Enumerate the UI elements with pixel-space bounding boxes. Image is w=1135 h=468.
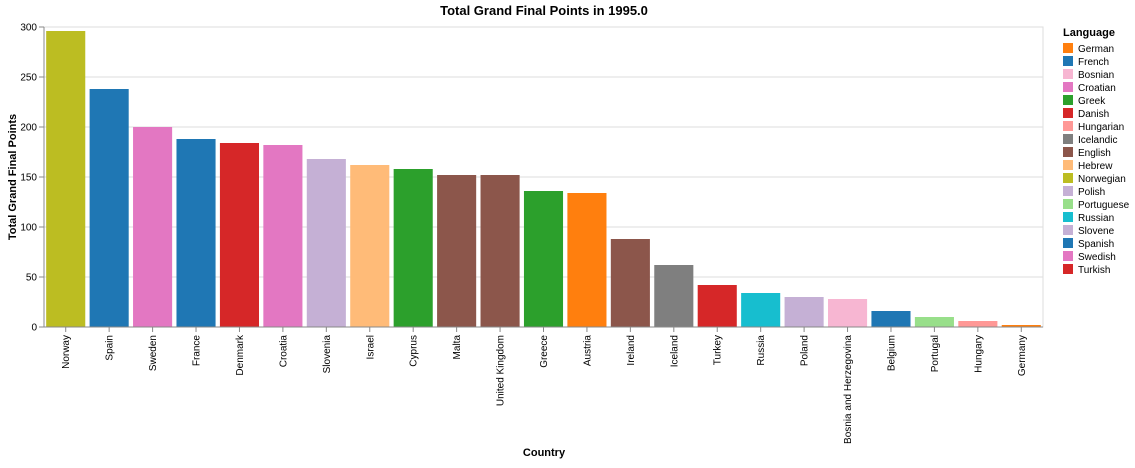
legend-label: Spanish (1078, 239, 1114, 250)
bar-sweden[interactable] (133, 127, 173, 327)
y-tick-label: 250 (20, 73, 37, 84)
legend-swatch (1063, 225, 1073, 235)
axes: 0 50 100 150 200 250 300 Norway Spain Sweden Franc… (20, 23, 1043, 444)
bar-austria[interactable] (567, 193, 607, 327)
x-tick-label: Israel (365, 335, 376, 359)
x-tick-label: Greece (539, 335, 550, 368)
bar-croatia[interactable] (263, 145, 303, 327)
bar-ireland[interactable] (610, 239, 650, 327)
bar-turkey[interactable] (697, 285, 737, 327)
y-tick-label: 0 (31, 323, 37, 334)
legend-swatch (1063, 212, 1073, 222)
x-tick-label: Germany (1017, 335, 1028, 376)
legend-title: Language (1063, 27, 1115, 39)
legend-label: English (1078, 148, 1111, 159)
legend-label: German (1078, 44, 1114, 55)
legend-swatch (1063, 43, 1073, 53)
x-tick-label: Turkey (713, 335, 724, 365)
legend-swatch (1063, 121, 1073, 131)
legend-swatch (1063, 95, 1073, 105)
legend-label: Bosnian (1078, 70, 1114, 81)
legend-swatch (1063, 134, 1073, 144)
bar-bosnia-and-herzegovina[interactable] (827, 299, 868, 327)
x-tick-label: Bosnia and Herzegovina (843, 335, 854, 444)
bar-poland[interactable] (784, 297, 824, 327)
y-tick-label: 150 (20, 173, 37, 184)
legend-label: French (1078, 57, 1109, 68)
x-tick-label: Portugal (930, 335, 941, 372)
legend-label: Swedish (1078, 252, 1116, 263)
legend-label: Hebrew (1078, 161, 1113, 172)
x-tick-label: Sweden (148, 335, 159, 371)
legend-swatch (1063, 56, 1073, 66)
legend-label: Slovene (1078, 226, 1115, 237)
bar-united-kingdom[interactable] (480, 175, 520, 327)
y-tick-label: 50 (26, 273, 38, 284)
bar-malta[interactable] (437, 175, 477, 327)
bar-iceland[interactable] (654, 265, 694, 327)
x-tick-label: Poland (800, 335, 811, 366)
x-tick-label: Denmark (235, 334, 246, 376)
bar-denmark[interactable] (219, 143, 260, 327)
legend-swatch (1063, 199, 1073, 209)
y-tick-label: 200 (20, 123, 37, 134)
x-tick-label: Austria (582, 335, 593, 367)
bar-israel[interactable] (350, 165, 390, 327)
y-axis-title: Total Grand Final Points (7, 114, 19, 240)
bar-spain[interactable] (89, 89, 129, 327)
legend: Language German French Bosnian Croatian Gree… (1063, 27, 1130, 276)
bar-norway[interactable] (46, 31, 86, 327)
legend-swatch (1063, 69, 1073, 79)
bar-portugal[interactable] (914, 317, 954, 327)
legend-label: Danish (1078, 109, 1109, 120)
legend-swatch (1063, 264, 1073, 274)
x-tick-label: Russia (756, 335, 767, 366)
chart-title: Total Grand Final Points in 1995.0 (440, 3, 648, 18)
legend-label: Turkish (1078, 265, 1110, 276)
x-tick-label: Cyprus (409, 335, 420, 367)
x-tick-label: France (192, 335, 203, 367)
legend-swatch (1063, 186, 1073, 196)
legend-label: Russian (1078, 213, 1114, 224)
bar-cyprus[interactable] (393, 169, 433, 327)
bar-hungary[interactable] (958, 321, 998, 327)
bar-slovenia[interactable] (306, 159, 346, 327)
bars (46, 31, 1041, 327)
legend-swatch (1063, 108, 1073, 118)
legend-label: Norwegian (1078, 174, 1126, 185)
x-tick-label: Ireland (626, 335, 637, 366)
legend-label: Hungarian (1078, 122, 1124, 133)
x-tick-label: Norway (61, 335, 72, 369)
legend-swatch (1063, 160, 1073, 170)
x-tick-label: Hungary (973, 335, 984, 373)
bar-greece[interactable] (523, 191, 564, 327)
x-tick-label: Croatia (278, 335, 289, 368)
legend-swatch (1063, 147, 1073, 157)
x-tick-label: Spain (105, 335, 116, 361)
bar-germany[interactable] (1001, 325, 1041, 327)
legend-swatch (1063, 238, 1073, 248)
legend-label: Portuguese (1078, 200, 1130, 211)
legend-label: Polish (1078, 187, 1105, 198)
legend-swatch (1063, 82, 1073, 92)
x-tick-label: Slovenia (322, 335, 333, 374)
legend-swatch (1063, 173, 1073, 183)
y-tick-label: 300 (20, 23, 37, 34)
x-tick-label: Iceland (669, 335, 680, 367)
y-tick-label: 100 (20, 223, 37, 234)
x-tick-label: United Kingdom (496, 335, 507, 406)
bar-belgium[interactable] (871, 311, 911, 327)
bar-france[interactable] (176, 139, 216, 327)
x-axis-title: Country (523, 447, 566, 459)
legend-label: Croatian (1078, 83, 1116, 94)
bar-russia[interactable] (741, 293, 781, 327)
x-tick-label: Malta (452, 335, 463, 360)
x-tick-label: Belgium (886, 335, 897, 371)
legend-swatch (1063, 251, 1073, 261)
legend-label: Greek (1078, 96, 1106, 107)
legend-label: Icelandic (1078, 135, 1117, 146)
